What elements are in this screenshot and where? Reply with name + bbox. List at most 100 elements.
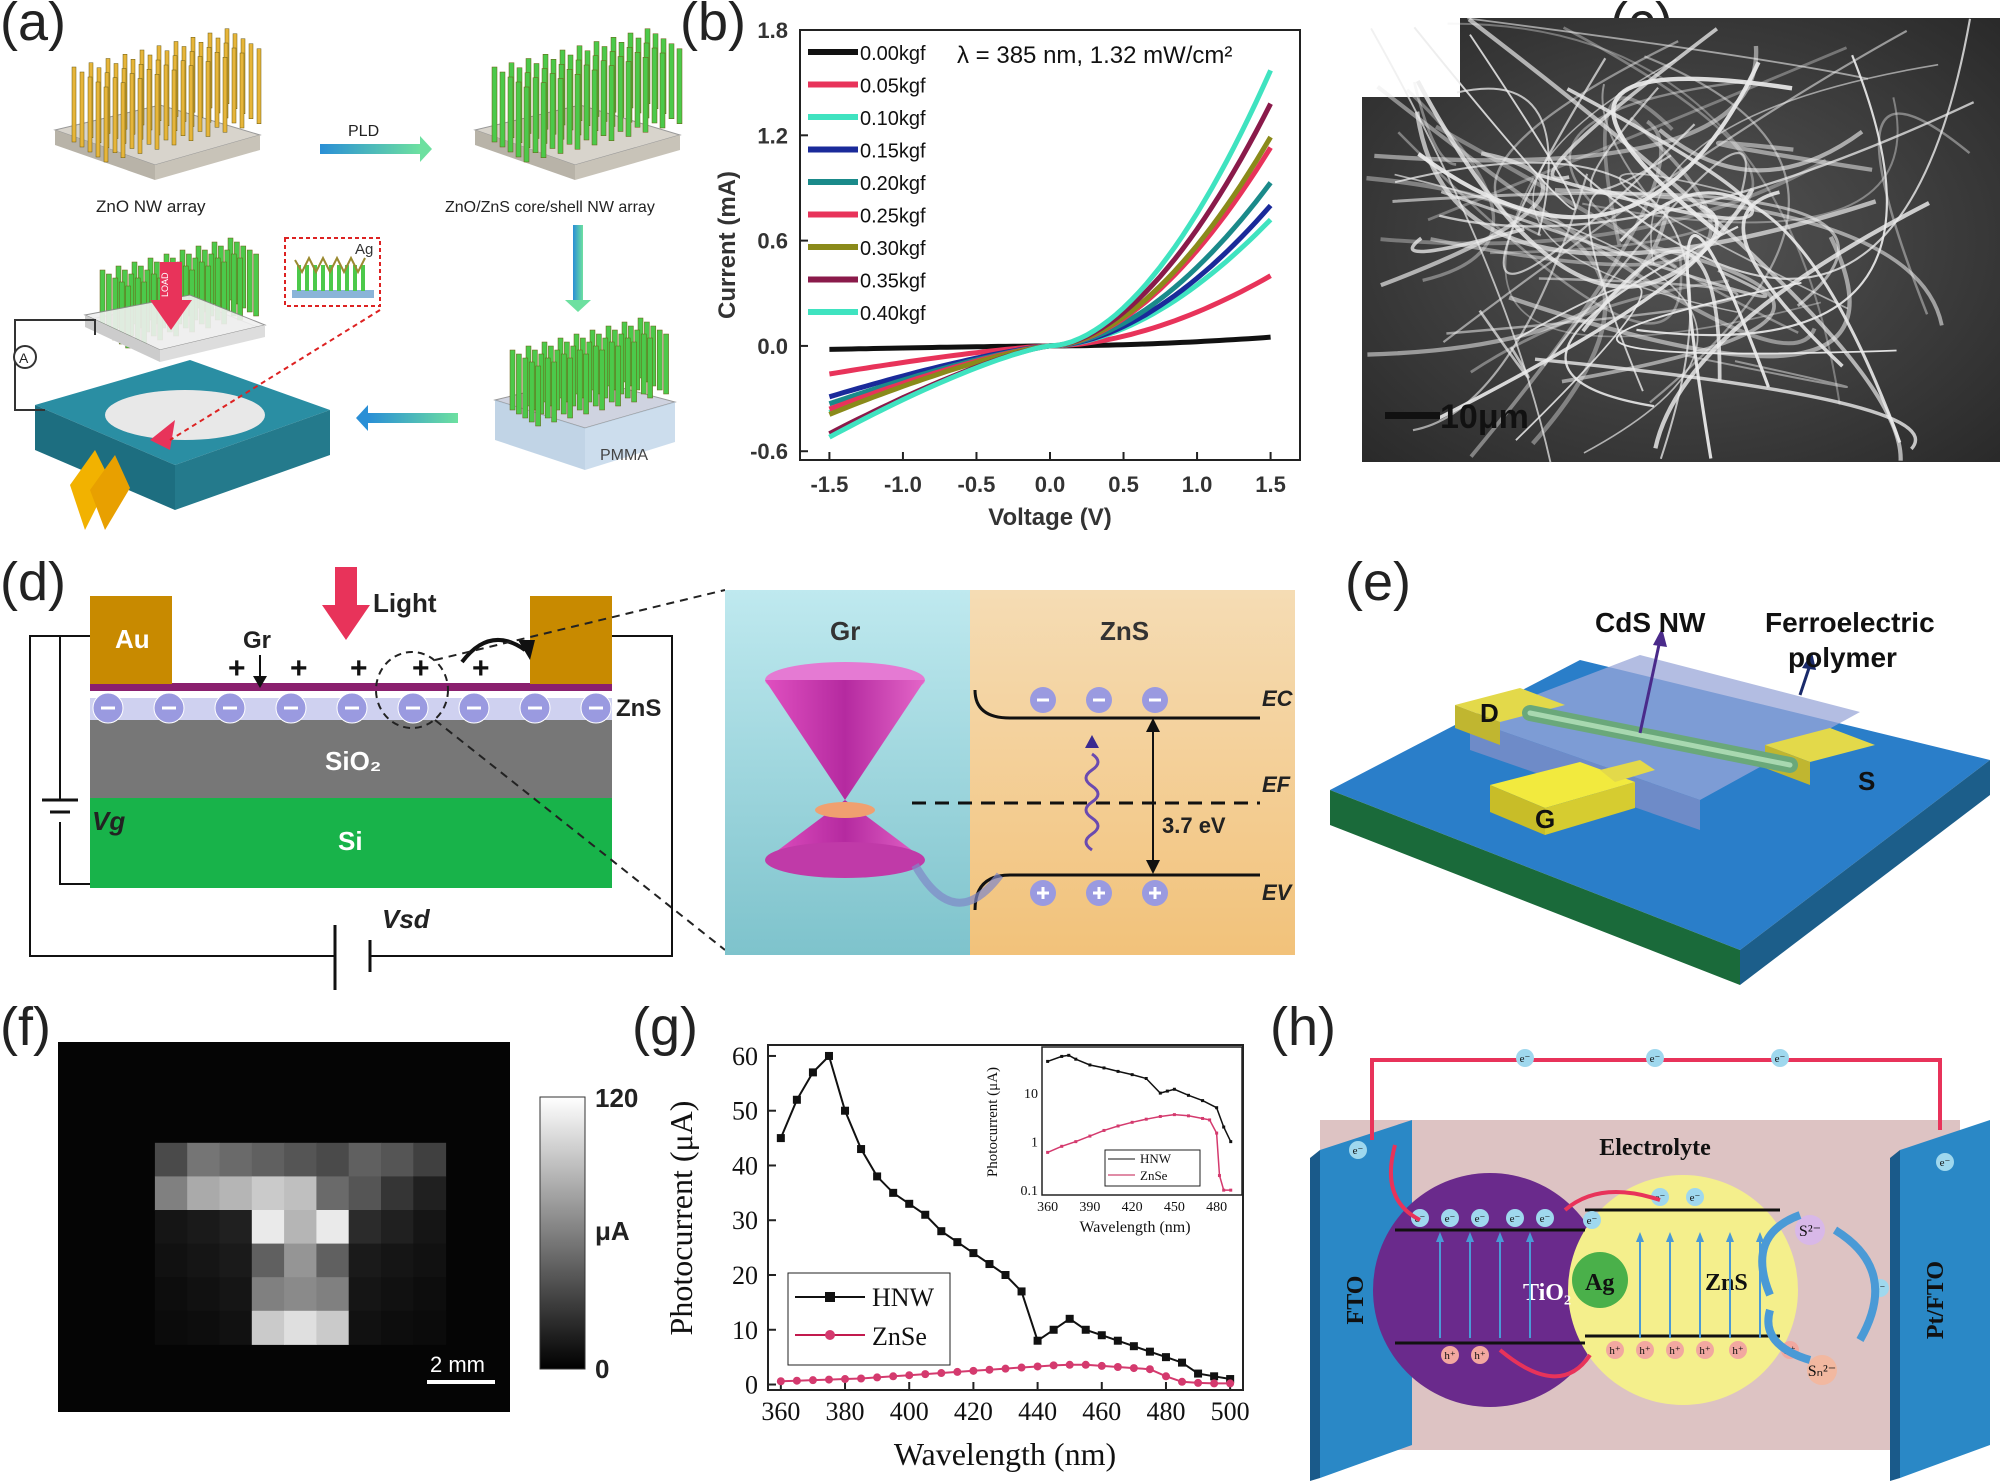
map-pixel [284, 1142, 317, 1177]
ammeter-icon [13, 345, 37, 369]
map-pixel [381, 1176, 414, 1211]
svg-text:e⁻: e⁻ [1775, 1053, 1786, 1065]
label-light: Light [373, 588, 437, 618]
label-sio2: SiO₂ [325, 746, 381, 776]
map-pixel [413, 1210, 447, 1245]
sem-image [1362, 18, 2000, 462]
label-ec: EC [1262, 686, 1294, 711]
chart-g-point [969, 1366, 978, 1375]
chart-g-point [776, 1134, 785, 1143]
inset-point [1102, 1066, 1106, 1070]
chart-g-xtick: 400 [890, 1397, 929, 1426]
inset-point [1172, 1087, 1176, 1091]
chart-b-legend-label: 0.00kgf [860, 43, 926, 65]
svg-text:h⁺: h⁺ [1474, 1350, 1486, 1362]
inset-point [1201, 1116, 1205, 1120]
chart-g-point [808, 1376, 817, 1385]
dirac-cone [765, 662, 925, 878]
chart-b-xlabel: Voltage (V) [988, 504, 1112, 531]
inset-point [1144, 1076, 1148, 1080]
sio2-layer [90, 720, 612, 798]
chart-g-point [905, 1371, 914, 1380]
chart-g-point [1001, 1364, 1010, 1373]
zoom-ellipse [375, 651, 449, 729]
map-pixel [413, 1142, 447, 1177]
map-pixel [251, 1210, 285, 1245]
chart-g-point [937, 1369, 946, 1378]
chart-g-xtick: 460 [1082, 1397, 1121, 1426]
chart-g-ytick: 40 [732, 1151, 758, 1180]
inset-point [1130, 1120, 1134, 1124]
colorbar-min: 0 [595, 1354, 609, 1384]
chart-b-legend-label: 0.35kgf [860, 271, 926, 293]
svg-text:+: + [350, 652, 368, 685]
colorbar [539, 1096, 586, 1370]
inset-point [1208, 1118, 1212, 1122]
label-ag-h: Ag [1585, 1270, 1614, 1296]
chart-b-ytick: 1.2 [757, 123, 788, 148]
ag-particle [1572, 1252, 1628, 1308]
label-cds-nw: CdS NW [1595, 607, 1706, 638]
label-gr-d: Gr [243, 627, 271, 654]
chart-g-xtick: 500 [1211, 1397, 1250, 1426]
map-pixel [219, 1243, 253, 1278]
label-au: Au [115, 624, 150, 654]
chart-g-point [953, 1367, 962, 1376]
label-source: S [1858, 766, 1875, 796]
inset-point [1116, 1124, 1120, 1128]
map-pixel [316, 1277, 350, 1312]
chart-g-point [841, 1375, 850, 1384]
inset-xtick: 390 [1079, 1200, 1100, 1215]
inset-ytick: 1 [1031, 1136, 1038, 1151]
chart-g-xtick: 420 [954, 1397, 993, 1426]
scale-bar-c-label: 10μm [1440, 398, 1529, 436]
label-zns-d: ZnS [616, 695, 661, 722]
inset-point [1217, 1174, 1221, 1178]
inset-xtick: 480 [1206, 1200, 1227, 1215]
map-pixel [154, 1243, 188, 1278]
load-arrow [160, 262, 182, 302]
panel-label-h: (h) [1270, 997, 1336, 1057]
chart-b-ytick: 1.8 [757, 18, 788, 43]
svg-text:e⁻: e⁻ [1540, 1213, 1551, 1225]
svg-text:e⁻: e⁻ [1353, 1145, 1364, 1157]
svg-text:h⁺: h⁺ [1669, 1345, 1681, 1357]
chart-b-xtick: 0.5 [1108, 472, 1139, 497]
svg-text:h⁺: h⁺ [1444, 1350, 1456, 1362]
map-pixel [187, 1243, 220, 1278]
map-pixel [413, 1176, 447, 1211]
legend-znse: ZnSe [872, 1322, 927, 1351]
svg-text:e⁻: e⁻ [1510, 1213, 1521, 1225]
label-zno-nw-array: ZnO NW array [96, 197, 206, 216]
map-pixel [154, 1142, 188, 1177]
label-core-shell: ZnO/ZnS core/shell NW array [445, 199, 655, 216]
light-arrow [335, 567, 357, 607]
chart-g-point [1226, 1379, 1235, 1388]
chart-g-point [792, 1095, 801, 1104]
label-s2: S²⁻ [1799, 1223, 1821, 1240]
chart-g-point [824, 1375, 833, 1384]
chart-g-point [985, 1260, 994, 1269]
chart-g-point [824, 1051, 833, 1060]
inset-point [1229, 1188, 1233, 1192]
chart-g-point [1129, 1342, 1138, 1351]
map-pixel [381, 1142, 414, 1177]
chart-g-point [841, 1106, 850, 1115]
svg-text:h⁺: h⁺ [1699, 1345, 1711, 1357]
inset-point [1222, 1188, 1226, 1192]
chart-g-point [1145, 1365, 1154, 1374]
label-sn: Sₙ²⁻ [1808, 1363, 1837, 1380]
chart-g-xlabel: Wavelength (nm) [894, 1436, 1116, 1472]
map-pixel [219, 1176, 253, 1211]
map-pixel [381, 1210, 414, 1245]
map-pixel [154, 1310, 188, 1345]
chart-g-point [1001, 1271, 1010, 1279]
inset-point [1186, 1093, 1190, 1097]
au-contact-left [90, 596, 172, 684]
chart-g-ylabel: Photocurrent (μA) [663, 1101, 699, 1336]
map-pixel [154, 1176, 188, 1211]
zns-band-region [970, 590, 1295, 955]
svg-text:+: + [412, 652, 430, 685]
map-pixel [348, 1176, 382, 1211]
